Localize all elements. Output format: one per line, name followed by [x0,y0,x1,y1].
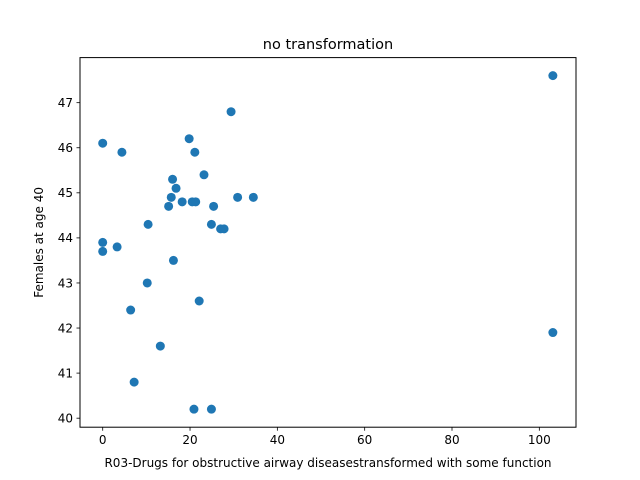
y-tick-label-5: 45 [58,186,73,200]
data-point-28 [226,107,236,117]
data-point-21 [194,296,204,306]
data-point-32 [548,328,558,338]
data-point-6 [129,377,139,387]
data-point-22 [199,170,209,180]
data-point-9 [155,341,165,351]
x-tick-label-4: 80 [444,433,459,447]
x-tick-label-5: 100 [528,433,551,447]
data-point-8 [143,219,153,229]
data-point-12 [168,174,178,184]
y-tick-label-2: 42 [58,321,73,335]
x-axis-label: R03-Drugs for obstructive airway disease… [104,456,551,470]
data-point-10 [164,201,174,211]
data-point-18 [190,147,200,157]
data-point-25 [206,404,216,414]
data-point-14 [171,183,181,193]
data-point-19 [191,197,201,207]
data-point-29 [233,192,243,202]
y-tick-label-7: 47 [58,96,73,110]
y-tick-label-1: 41 [58,366,73,380]
y-tick-label-0: 40 [58,411,73,425]
data-point-0 [98,138,108,148]
y-axis-label: Females at age 40 [32,187,46,298]
data-point-2 [98,237,108,247]
x-tick-label-3: 60 [357,433,372,447]
data-point-16 [184,134,194,144]
data-point-24 [209,201,219,211]
data-point-31 [548,71,558,81]
data-point-11 [166,192,176,202]
x-axis-ticks: 0 20 40 60 80 100 [99,427,551,447]
y-axis-ticks: 40 41 42 43 44 45 46 47 [58,96,80,425]
y-tick-label-4: 44 [58,231,73,245]
data-point-20 [189,404,199,414]
data-point-3 [98,246,108,256]
plot-frame [79,57,577,428]
data-point-27 [219,224,229,234]
y-tick-label-6: 46 [58,141,73,155]
data-point-15 [177,197,187,207]
data-points [98,71,558,414]
data-point-5 [126,305,136,315]
data-point-4 [112,242,122,252]
data-point-7 [142,278,152,288]
chart-title: no transformation [263,37,393,53]
y-tick-label-3: 43 [58,276,73,290]
data-point-23 [206,219,216,229]
data-point-13 [168,255,178,265]
x-tick-label-0: 0 [99,433,107,447]
data-point-30 [248,192,258,202]
x-tick-label-2: 40 [270,433,285,447]
data-point-1 [117,147,127,157]
x-tick-label-1: 20 [182,433,197,447]
